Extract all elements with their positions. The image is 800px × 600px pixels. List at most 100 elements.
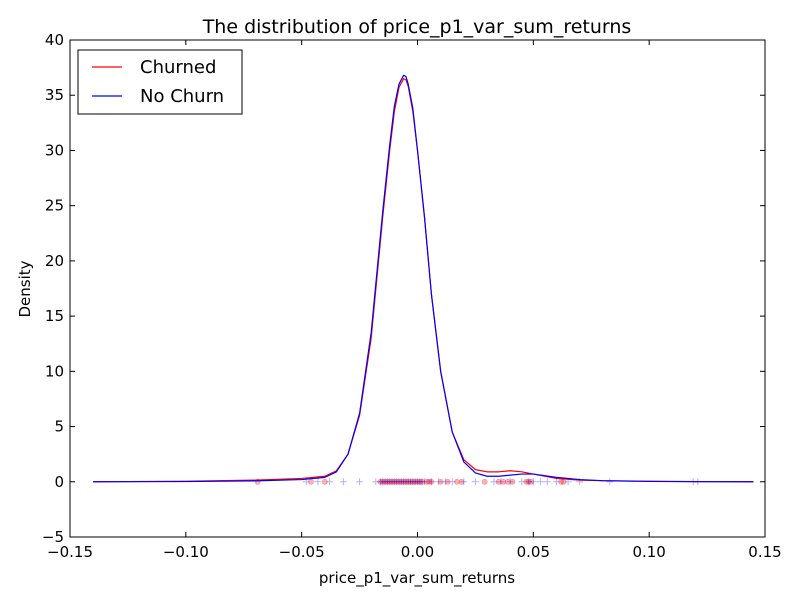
rug-point — [509, 478, 516, 485]
rug-point — [428, 478, 435, 485]
rug-point — [339, 478, 347, 486]
rug-point — [395, 478, 403, 486]
rug-churned — [254, 478, 567, 485]
rug-point — [437, 478, 444, 485]
y-tick-label: 0 — [54, 473, 64, 491]
x-tick-label: −0.15 — [47, 543, 93, 561]
y-tick-label: 15 — [45, 307, 64, 325]
rug-point — [481, 478, 488, 485]
rug-point — [386, 478, 393, 485]
rug-point — [434, 478, 442, 486]
rug-point — [412, 478, 419, 485]
rug-point — [397, 478, 405, 486]
rug-point — [402, 478, 410, 486]
rug-point — [423, 478, 430, 485]
legend: Churned No Churn — [77, 49, 243, 115]
rug-point — [314, 478, 322, 486]
rug-no-churn — [302, 478, 702, 486]
rug-point — [405, 478, 412, 485]
y-tick-label: 35 — [45, 86, 64, 104]
rug-point — [506, 478, 514, 486]
rug-point — [383, 478, 391, 486]
series-line-churned — [93, 78, 754, 483]
rug-point — [460, 478, 468, 486]
rug-point — [500, 478, 507, 485]
rug-point — [356, 478, 364, 486]
rug-point — [379, 478, 387, 486]
axes-frame — [69, 39, 766, 538]
rug-point — [504, 478, 511, 485]
rug-point — [407, 478, 415, 486]
rug-point — [393, 478, 400, 485]
rug-point — [606, 478, 614, 486]
rug-point — [377, 478, 384, 485]
legend-label: Churned — [140, 57, 216, 78]
x-tick-label: −0.05 — [279, 543, 325, 561]
rug-point — [411, 478, 419, 486]
rug-point — [400, 478, 407, 485]
rug-point — [404, 478, 412, 486]
rug-point — [379, 478, 386, 485]
y-tick-label: 30 — [45, 141, 64, 159]
rug-point — [376, 478, 384, 486]
rug-point — [396, 478, 402, 485]
x-tick-label: 0.05 — [517, 543, 550, 561]
rug-point — [453, 478, 460, 485]
rug-point — [448, 478, 456, 486]
rug-point — [543, 478, 551, 486]
rug-point — [495, 478, 502, 485]
x-tick-label: 0.15 — [748, 543, 781, 561]
rug-point — [321, 478, 328, 485]
rug-point — [518, 478, 526, 486]
legend-box — [77, 49, 243, 115]
rug-point — [441, 478, 449, 486]
rug-point — [389, 478, 395, 485]
plot-area — [69, 39, 766, 538]
x-tick-label: 0.10 — [632, 543, 665, 561]
plot-content — [93, 74, 754, 486]
rug-point — [420, 478, 428, 486]
rug-point — [458, 478, 465, 485]
rug-point — [553, 478, 560, 486]
y-tick-label: 40 — [45, 31, 64, 49]
rug-point — [393, 478, 401, 486]
rug-point — [388, 478, 396, 486]
x-tick-label: 0.00 — [401, 543, 434, 561]
rug-point — [398, 478, 405, 485]
rug-point — [386, 478, 394, 486]
rug-point — [416, 478, 424, 486]
rug-point — [523, 478, 530, 485]
rug-point — [490, 478, 498, 486]
y-tick-label: 25 — [45, 197, 64, 215]
rug-point — [416, 478, 423, 485]
y-tick-label: 20 — [45, 252, 64, 270]
rug-point — [497, 478, 505, 486]
rug-point — [390, 478, 398, 486]
chart-title: The distribution of price_p1_var_sum_ret… — [202, 16, 632, 38]
y-tick-label: 10 — [45, 362, 64, 380]
rug-point — [414, 478, 421, 485]
rug-point — [426, 478, 432, 485]
rug-point — [409, 478, 417, 486]
rug-point — [372, 478, 380, 486]
rug-point — [525, 478, 532, 485]
rug-point — [414, 478, 421, 486]
rug-point — [418, 478, 426, 486]
rug-point — [525, 478, 533, 486]
rug-point — [529, 478, 537, 486]
rug-point — [403, 478, 409, 485]
rug-point — [325, 478, 333, 486]
rug-point — [400, 478, 408, 486]
rug-point — [407, 478, 414, 485]
y-tick-label: 5 — [54, 418, 64, 436]
rug-point — [427, 478, 435, 486]
rug-point — [444, 478, 451, 485]
rug-point — [528, 478, 534, 485]
y-axis-label: Density — [16, 260, 34, 317]
legend-label: No Churn — [140, 86, 224, 107]
rug-point — [536, 478, 544, 486]
x-axis-label: price_p1_var_sum_returns — [319, 569, 515, 588]
axis-ticks: −0.15 −0.10 −0.05 0.00 0.05 0.10 0.15 −5 0 5 10 15 2… — [42, 31, 782, 561]
y-tick-label: −5 — [42, 528, 64, 546]
